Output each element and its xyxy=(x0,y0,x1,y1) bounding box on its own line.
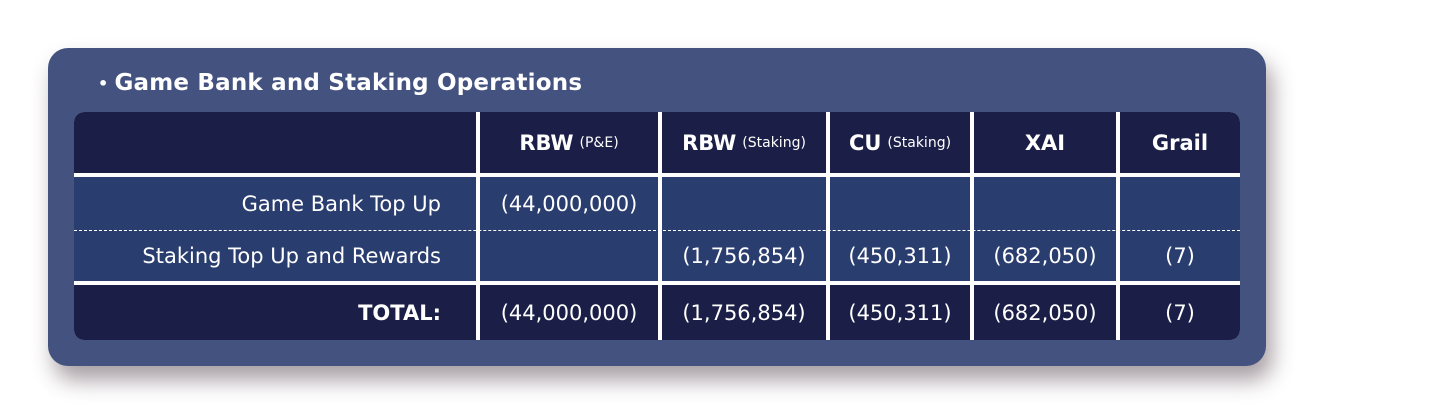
header-label: CU xyxy=(848,130,882,155)
row-label-game-bank: Game Bank Top Up xyxy=(74,177,476,230)
header-cu-staking: CU (Staking) xyxy=(830,112,970,173)
row-divider-dashed xyxy=(74,230,1240,231)
total-cell: (450,311) xyxy=(830,285,970,340)
header-label: Grail xyxy=(1151,130,1209,155)
total-cell: (682,050) xyxy=(974,285,1116,340)
header-sublabel: (Staking) xyxy=(887,134,952,151)
total-label: TOTAL: xyxy=(74,285,476,340)
table-cell: (7) xyxy=(1120,230,1240,281)
header-label: RBW xyxy=(519,130,574,155)
table-cell xyxy=(830,177,970,230)
bullet-icon: • xyxy=(98,73,109,93)
total-cell: (1,756,854) xyxy=(662,285,826,340)
row-label-staking: Staking Top Up and Rewards xyxy=(74,230,476,281)
header-label: RBW xyxy=(682,130,737,155)
header-sublabel: (P&E) xyxy=(579,134,619,151)
table-cell: (1,756,854) xyxy=(662,230,826,281)
operations-card: • Game Bank and Staking Operations RBW (… xyxy=(48,48,1266,366)
section-title-text: Game Bank and Staking Operations xyxy=(114,70,583,96)
section-title: • Game Bank and Staking Operations xyxy=(98,70,582,96)
total-cell: (7) xyxy=(1120,285,1240,340)
table-cell: (44,000,000) xyxy=(480,177,658,230)
table-cell xyxy=(480,230,658,281)
header-cell-empty xyxy=(74,112,476,173)
table-cell xyxy=(662,177,826,230)
header-label: XAI xyxy=(1024,130,1066,155)
header-sublabel: (Staking) xyxy=(742,134,806,151)
table-cell: (450,311) xyxy=(830,230,970,281)
table-cell xyxy=(974,177,1116,230)
table-cell: (682,050) xyxy=(974,230,1116,281)
header-xai: XAI xyxy=(974,112,1116,173)
total-cell: (44,000,000) xyxy=(480,285,658,340)
table-cell xyxy=(1120,177,1240,230)
header-grail: Grail xyxy=(1120,112,1240,173)
header-rbw-pe: RBW (P&E) xyxy=(480,112,658,173)
header-rbw-staking: RBW (Staking) xyxy=(662,112,826,173)
operations-table: RBW (P&E) RBW (Staking) CU (Staking) XAI… xyxy=(74,112,1240,340)
